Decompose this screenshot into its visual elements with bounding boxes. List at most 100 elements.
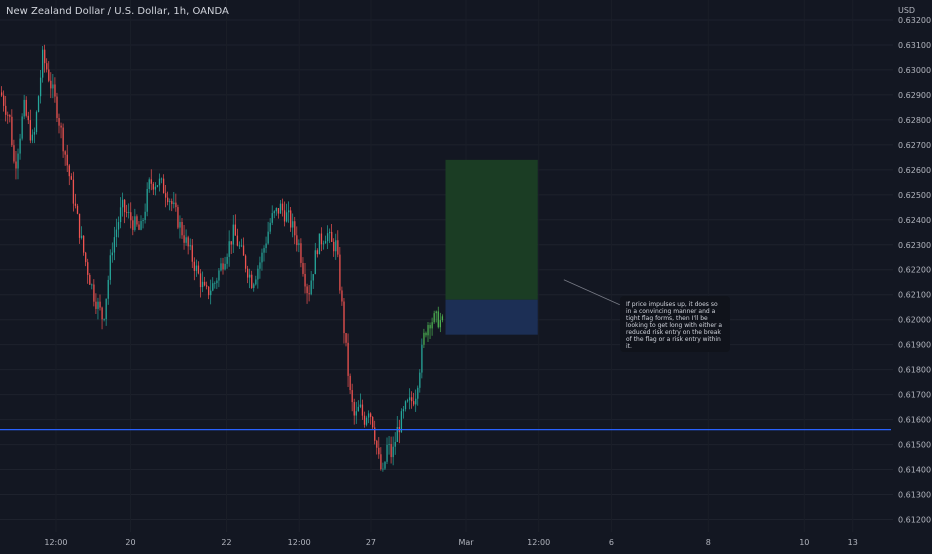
candle-body bbox=[37, 96, 40, 112]
candle-body bbox=[95, 301, 97, 309]
time-axis[interactable]: 12:00 20 22 12:00 27 Mar 12:00 6 8 10 13 bbox=[44, 538, 857, 547]
candle-body bbox=[304, 273, 306, 287]
y-tick-label: 0.62700 bbox=[898, 141, 931, 150]
candle-body bbox=[201, 281, 204, 288]
candle-body bbox=[97, 301, 99, 309]
candle-body bbox=[21, 116, 23, 139]
candle-body bbox=[285, 212, 288, 222]
candle-body bbox=[406, 400, 409, 402]
y-tick-label: 0.62400 bbox=[898, 216, 931, 225]
candle-body bbox=[146, 188, 148, 212]
candle-body bbox=[251, 274, 253, 288]
candle-body bbox=[35, 111, 38, 132]
candle-body bbox=[355, 411, 357, 416]
y-tick-label: 0.63000 bbox=[898, 66, 931, 75]
candle-body bbox=[404, 401, 407, 410]
candle-body bbox=[220, 263, 222, 271]
candle-body bbox=[337, 240, 339, 255]
y-tick-label: 0.63200 bbox=[898, 16, 931, 25]
candle-body bbox=[222, 263, 224, 270]
candle-body bbox=[253, 284, 255, 288]
candle-body bbox=[62, 127, 64, 152]
candle-body bbox=[54, 84, 56, 97]
candle-body bbox=[423, 332, 425, 345]
candle-body bbox=[187, 237, 189, 247]
candle-body bbox=[374, 427, 376, 441]
candle-body bbox=[411, 397, 413, 402]
y-tick-label: 0.61800 bbox=[898, 366, 931, 375]
candle-body bbox=[263, 248, 265, 253]
callout-line bbox=[563, 279, 620, 306]
candle-body bbox=[361, 404, 364, 416]
candle-body bbox=[257, 268, 259, 280]
candle-body bbox=[78, 213, 81, 238]
candle-body bbox=[365, 417, 368, 425]
candle-body bbox=[126, 212, 128, 213]
x-tick-label: 10 bbox=[799, 538, 809, 547]
candle-body bbox=[189, 245, 191, 247]
candle-body bbox=[357, 406, 359, 412]
candle-body bbox=[15, 161, 17, 169]
candle-body bbox=[390, 444, 392, 458]
candle-body bbox=[119, 207, 122, 223]
candle-body bbox=[101, 307, 103, 320]
candle-body bbox=[370, 413, 372, 417]
candle-body bbox=[173, 202, 175, 205]
candle-body bbox=[281, 203, 284, 211]
position-zones[interactable] bbox=[445, 159, 538, 335]
candle-body bbox=[283, 210, 286, 222]
candle-body bbox=[363, 415, 366, 425]
y-tick-label: 0.61300 bbox=[898, 491, 931, 500]
candle-body bbox=[288, 210, 290, 213]
price-axis[interactable]: 0.63200 0.63100 0.63000 0.62900 0.62800 0.627… bbox=[898, 16, 931, 525]
candle-body bbox=[66, 154, 68, 166]
y-tick-label: 0.61200 bbox=[898, 516, 931, 525]
candle-body bbox=[85, 252, 87, 263]
candle-body bbox=[271, 213, 273, 223]
candle-body bbox=[105, 298, 107, 320]
candle-body bbox=[142, 220, 144, 222]
candle-body bbox=[367, 413, 370, 418]
candle-body bbox=[70, 176, 72, 180]
candle-body bbox=[39, 77, 42, 97]
candle-body bbox=[441, 316, 444, 321]
candle-body bbox=[111, 252, 113, 256]
candle-body bbox=[376, 440, 378, 448]
candle-body bbox=[208, 286, 210, 296]
candle-body bbox=[83, 235, 85, 253]
candle-body bbox=[175, 202, 177, 208]
candle-body bbox=[413, 401, 415, 405]
candle-body bbox=[290, 210, 292, 228]
candle-body bbox=[140, 221, 142, 230]
candle-body bbox=[310, 280, 312, 295]
candle-body bbox=[435, 311, 437, 314]
y-tick-label: 0.62500 bbox=[898, 191, 931, 200]
target-zone bbox=[445, 159, 538, 300]
candle-body bbox=[154, 186, 157, 190]
candle-body bbox=[228, 241, 230, 257]
candle-body bbox=[87, 262, 89, 275]
candle-body bbox=[339, 254, 341, 291]
candle-body bbox=[300, 243, 302, 263]
candle-body bbox=[224, 263, 226, 270]
chart-title: New Zealand Dollar / U.S. Dollar, 1h, OA… bbox=[6, 6, 229, 17]
candle-body bbox=[242, 245, 245, 256]
candle-body bbox=[314, 250, 316, 275]
candle-body bbox=[384, 461, 386, 469]
candle-body bbox=[72, 179, 75, 204]
candle-body bbox=[169, 201, 171, 203]
candle-body bbox=[294, 221, 296, 236]
candle-body bbox=[419, 372, 421, 388]
candle-body bbox=[349, 375, 351, 391]
annotation-note[interactable]: If price impulses up, it does so in a co… bbox=[620, 296, 730, 352]
currency-label: USD bbox=[898, 6, 916, 15]
candle-body bbox=[5, 105, 7, 115]
candle-body bbox=[165, 193, 167, 198]
y-tick-label: 0.61600 bbox=[898, 416, 931, 425]
candle-body bbox=[322, 243, 325, 245]
candle-body bbox=[265, 243, 267, 249]
candle-body bbox=[218, 270, 220, 281]
candle-body bbox=[329, 231, 331, 234]
